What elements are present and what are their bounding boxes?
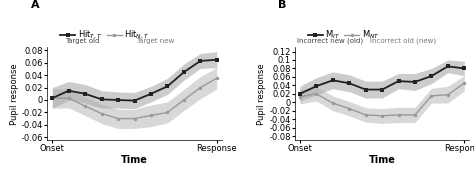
Legend: Hit$_{T,T}$, Hit$_{N,T}$: Hit$_{T,T}$, Hit$_{N,T}$ [60,29,149,41]
X-axis label: Time: Time [369,155,395,165]
Y-axis label: Pupil response: Pupil response [10,63,19,125]
X-axis label: Time: Time [121,155,148,165]
Text: Incorrect new (old): Incorrect new (old) [297,38,363,44]
Y-axis label: Pupil response: Pupil response [257,63,266,125]
Text: Target old: Target old [65,38,100,44]
Text: Incorrect old (new): Incorrect old (new) [370,38,436,44]
Legend: M$_{IT}$, M$_{NT}$: M$_{IT}$, M$_{NT}$ [308,29,380,41]
Text: B: B [278,0,287,10]
Text: Target new: Target new [137,38,174,44]
Text: A: A [31,0,39,10]
